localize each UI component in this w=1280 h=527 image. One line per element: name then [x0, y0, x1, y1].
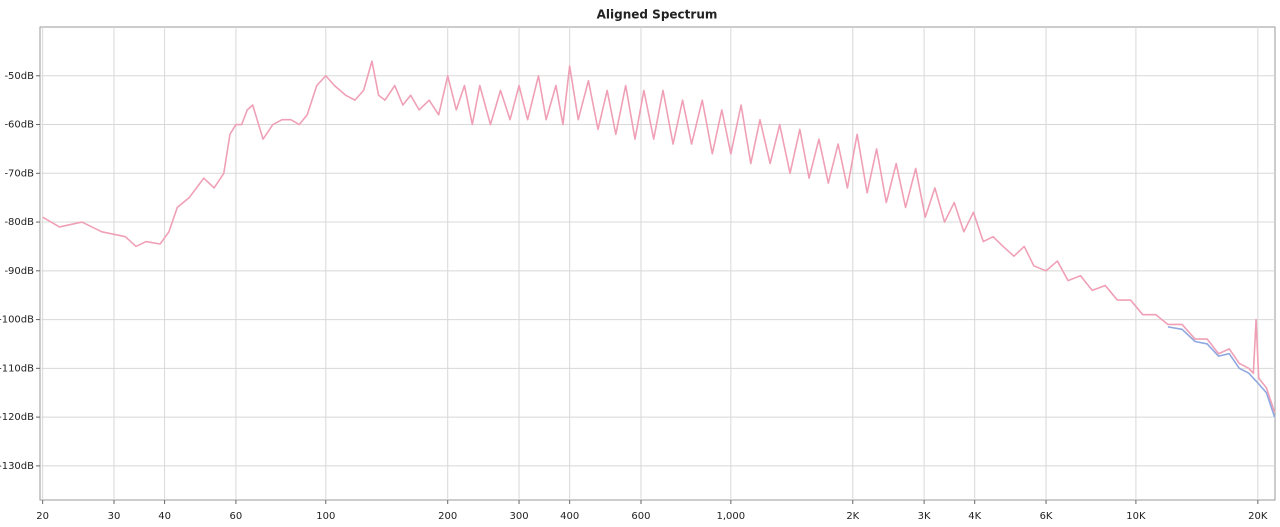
x-tick-label: 30 — [108, 511, 121, 522]
y-tick-label: -80dB — [4, 217, 34, 228]
x-tick-label: 40 — [158, 511, 171, 522]
y-tick-label: -90dB — [4, 266, 34, 277]
x-tick-label: 400 — [560, 511, 579, 522]
y-tick-label: -70dB — [4, 168, 34, 179]
x-tick-label: 1,000 — [717, 511, 746, 522]
x-tick-label: 600 — [631, 511, 650, 522]
y-tick-label: -130dB — [0, 461, 34, 472]
x-tick-label: 200 — [438, 511, 457, 522]
x-tick-label: 20K — [1248, 511, 1268, 522]
y-tick-label: -50dB — [4, 71, 34, 82]
x-tick-label: 4K — [968, 511, 981, 522]
x-tick-label: 60 — [230, 511, 243, 522]
y-tick-label: -100dB — [0, 315, 34, 326]
x-tick-label: 10K — [1126, 511, 1146, 522]
y-tick-label: -60dB — [4, 120, 34, 131]
spectrum-line — [1167, 326, 1276, 418]
x-tick-label: 2K — [846, 511, 859, 522]
x-tick-label: 100 — [316, 511, 335, 522]
chart-title: Aligned Spectrum — [597, 8, 718, 22]
y-tick-label: -120dB — [0, 412, 34, 423]
x-tick-label: 6K — [1040, 511, 1053, 522]
x-tick-label: 3K — [918, 511, 931, 522]
plot-area — [39, 26, 1276, 501]
spectrum-line — [42, 60, 1276, 413]
x-tick-label: 300 — [509, 511, 528, 522]
x-tick-label: 20 — [36, 511, 49, 522]
y-tick-label: -110dB — [0, 363, 34, 374]
